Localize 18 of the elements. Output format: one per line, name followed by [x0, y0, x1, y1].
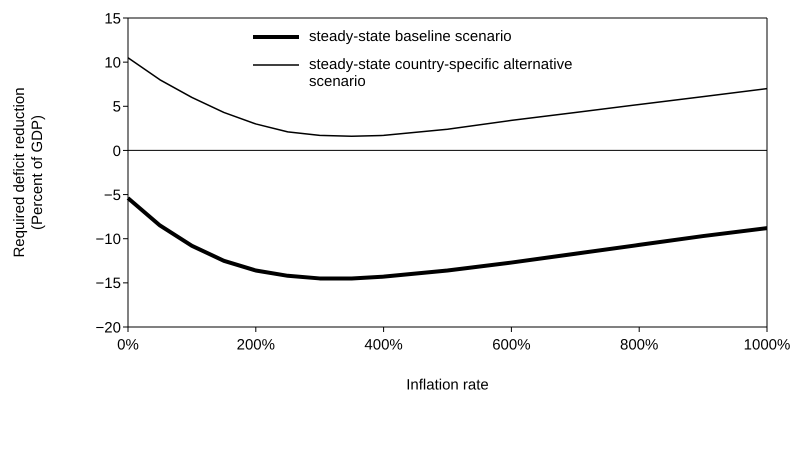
y-tick-label: 10 [104, 54, 121, 72]
y-tick-label: 0 [112, 142, 121, 160]
y-tick-label: −10 [96, 231, 121, 248]
x-tick-label: 600% [492, 336, 531, 354]
y-tick-label: 15 [104, 10, 121, 28]
y-tick-label: −20 [96, 319, 121, 336]
x-tick-label: 1000% [744, 336, 790, 354]
x-tick-label: 0% [117, 336, 139, 354]
x-tick-label: 200% [236, 336, 275, 354]
legend-label: steady-state country-specific alternative scenario [309, 56, 574, 90]
x-axis-title: Inflation rate [406, 376, 489, 394]
legend-label: steady-state baseline scenario [309, 28, 513, 45]
x-tick-label: 800% [620, 336, 658, 354]
y-tick-label: −5 [104, 186, 121, 204]
x-tick-label: 400% [364, 336, 403, 354]
y-tick-label: −15 [96, 275, 121, 292]
y-tick-label: 5 [112, 98, 121, 116]
y-axis-title: Required deficit reduction (Percent of GDP) [11, 87, 46, 258]
